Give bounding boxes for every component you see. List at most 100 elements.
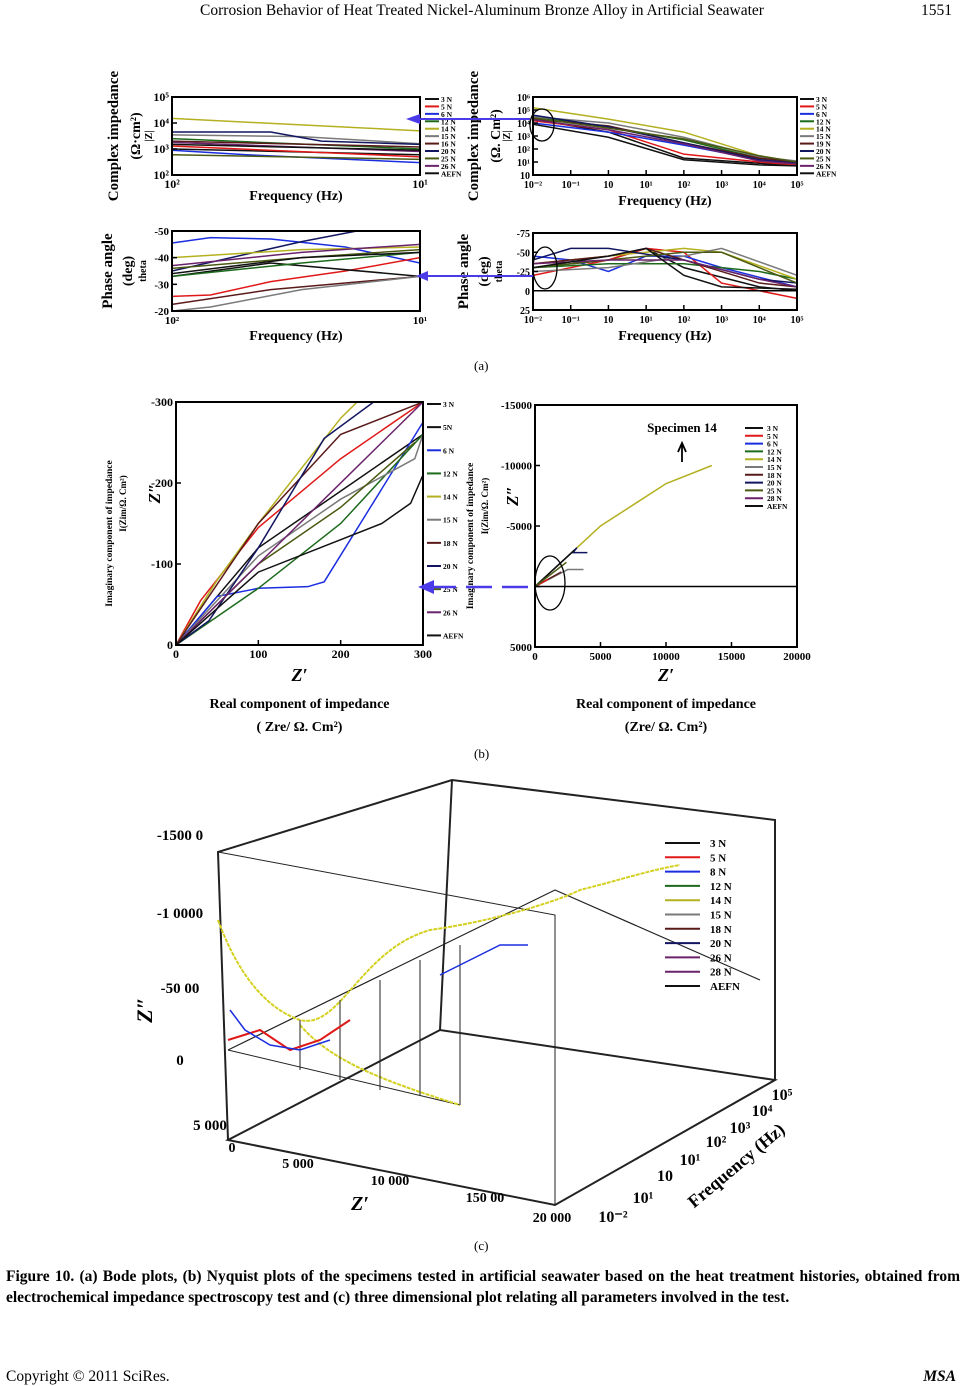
series-line-AEFN bbox=[176, 474, 423, 645]
legend-label: 5N bbox=[443, 423, 453, 432]
legend-label: 18 N bbox=[767, 471, 782, 480]
x-axis-label: Frequency (Hz) bbox=[618, 194, 712, 209]
z-tick-label: -1500 0 bbox=[157, 828, 203, 844]
arrow-head-icon bbox=[418, 580, 434, 594]
y-tick-label: -50 bbox=[154, 226, 169, 238]
x-tick-label: 10⁻¹ bbox=[562, 315, 580, 326]
x-tick-label: 10⁻² bbox=[524, 315, 542, 326]
x-tick-label: 20000 bbox=[783, 651, 811, 663]
legend-label: 3 N bbox=[767, 424, 779, 433]
legend-label: 14 N bbox=[441, 125, 456, 134]
legend-label: 20 N bbox=[816, 147, 831, 156]
series-line-5N bbox=[172, 145, 420, 158]
x-tick-label: 10 000 bbox=[371, 1174, 410, 1189]
legend-label: 28 N bbox=[710, 967, 732, 979]
legend-label: 15 N bbox=[443, 516, 458, 525]
series-line-18N bbox=[172, 275, 420, 306]
series-line-20N bbox=[176, 402, 375, 645]
x-tick-label: 10³ bbox=[715, 315, 728, 326]
sublabel-a: (a) bbox=[474, 358, 489, 373]
chart-a2: 10⁻² 10⁻¹ 10 10¹ 10² 10³ 10⁴ 10⁵ 10⁶ 10⁵ 10⁴ 10³ 10²… bbox=[466, 70, 837, 209]
series-line-15N bbox=[535, 568, 584, 588]
legend-label: 19 N bbox=[816, 140, 831, 149]
legend-label: 12 N bbox=[441, 117, 456, 126]
series-line-15N bbox=[172, 275, 420, 311]
series-line-15N bbox=[172, 134, 420, 145]
legend-label: AEFN bbox=[710, 981, 740, 993]
legend-label: 8 N bbox=[710, 867, 726, 879]
legend-label: 3 N bbox=[443, 400, 455, 409]
x-axis-label: Frequency (Hz) bbox=[249, 329, 343, 344]
y-axis-label: Phase angle bbox=[100, 233, 116, 309]
series-line-25N bbox=[172, 154, 420, 161]
x-tick-label: 10⁻² bbox=[524, 180, 542, 191]
x-tick-label: 10¹ bbox=[640, 180, 653, 191]
highlight-ellipse bbox=[532, 246, 558, 290]
series-line-20N bbox=[172, 131, 420, 146]
x-axis-label: Real component of impedance bbox=[209, 697, 389, 712]
series-line-5N bbox=[227, 1019, 351, 1052]
legend-label: 12 N bbox=[710, 881, 732, 893]
series-line-5N bbox=[176, 402, 423, 645]
legend-label: 25 N bbox=[441, 154, 456, 163]
series-line-AEFN bbox=[172, 262, 420, 278]
x-symbol: Z′ bbox=[290, 665, 307, 685]
y-symbol: |Z| bbox=[502, 130, 513, 141]
x-tick-label: 10² bbox=[677, 315, 690, 326]
x-tick-label: 20 000 bbox=[533, 1211, 572, 1226]
journal-name: MSA bbox=[923, 1368, 956, 1385]
legend-label: 20 N bbox=[443, 562, 458, 571]
legend-label: 14 N bbox=[443, 493, 458, 502]
sublabel-c: (c) bbox=[474, 1238, 489, 1253]
legend-label: 26 N bbox=[441, 162, 456, 171]
y-tick-label: 5000 bbox=[510, 642, 533, 654]
y-axis-unit: I(Zim/Ω. Cm²) bbox=[118, 475, 128, 531]
legend-label: 3 N bbox=[441, 95, 453, 104]
x-axis-label: Frequency (Hz) bbox=[618, 329, 712, 344]
legend-label: 25 N bbox=[767, 486, 782, 495]
f-tick-label: 10¹ bbox=[680, 1152, 701, 1169]
series-line-AEFN bbox=[533, 123, 797, 167]
series-line-6N bbox=[172, 149, 420, 164]
legend-label: AEFN bbox=[767, 502, 788, 511]
legend-label: 3 N bbox=[710, 838, 726, 850]
annotation-arrow bbox=[677, 440, 687, 462]
series-line-15N bbox=[533, 247, 797, 277]
series-line-AEFN bbox=[172, 143, 420, 151]
f-tick-label: 10⁻² bbox=[598, 1209, 627, 1226]
x-tick-label: 10000 bbox=[652, 651, 680, 663]
y-tick-label: 10 bbox=[520, 171, 530, 182]
series-line-26N bbox=[172, 243, 420, 267]
y-tick-label: 10² bbox=[517, 145, 530, 156]
y-tick-label: 10¹ bbox=[517, 158, 530, 169]
plot-frame bbox=[171, 96, 421, 176]
y-symbol: theta bbox=[494, 261, 505, 283]
x-tick-label: 5 000 bbox=[282, 1157, 314, 1172]
y-tick-label: 10² bbox=[153, 168, 169, 182]
y-tick-label: -75 bbox=[517, 229, 530, 240]
x-axis-unit: (Zre/ Ω. Cm²) bbox=[625, 720, 708, 735]
series-line-26N bbox=[533, 118, 797, 165]
legend-label: 20 N bbox=[767, 479, 782, 488]
x-tick-label: 10² bbox=[677, 180, 690, 191]
running-title: Corrosion Behavior of Heat Treated Nicke… bbox=[200, 2, 764, 19]
f-tick-label: 10⁴ bbox=[752, 1103, 773, 1120]
f-tick-label: 10 bbox=[657, 1168, 673, 1185]
plot-frame bbox=[175, 401, 424, 646]
legend-label: 5 N bbox=[441, 102, 453, 111]
legend-label: 26 N bbox=[816, 162, 831, 171]
y-axis-label: Imaginary component of impedance bbox=[105, 460, 115, 606]
series-line-8N-end bbox=[439, 944, 528, 976]
highlight-ellipse bbox=[529, 108, 555, 142]
x-axis-unit: ( Zre/ Ω. Cm²) bbox=[257, 720, 343, 735]
y-tick-label: 10⁵ bbox=[153, 90, 169, 104]
x-tick-label: 10¹ bbox=[640, 315, 653, 326]
x-tick-label: 10³ bbox=[715, 180, 728, 191]
legend-label: 3 N bbox=[816, 95, 828, 104]
annotation-specimen-14: Specimen 14 bbox=[647, 420, 717, 435]
legend-label: 5 N bbox=[816, 102, 828, 111]
series-line-14N bbox=[172, 117, 420, 132]
series-line-20N bbox=[172, 231, 420, 272]
z-tick-label: -1 0000 bbox=[157, 906, 203, 922]
